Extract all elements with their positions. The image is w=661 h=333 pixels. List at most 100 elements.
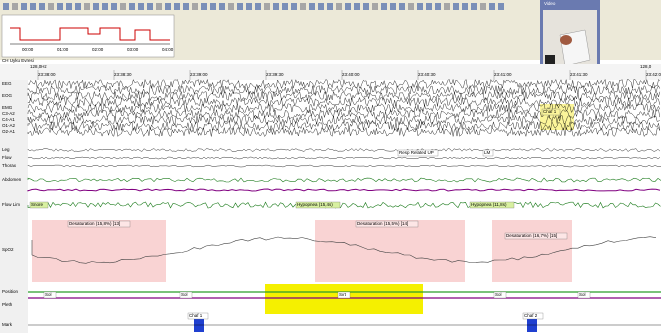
signal-trace [28,80,660,89]
time-label: 23:42:00 [646,72,661,77]
desat-region [315,220,465,282]
event-label: Sol [181,292,188,297]
channel-label: EMG [2,105,13,110]
toolbar-button [57,3,63,10]
toolbar-button [489,3,495,10]
time-label: 23:40:30 [418,72,436,77]
channel-label: Flow [2,155,12,160]
event-label: Chaf 1 [543,109,557,114]
toolbar-button [147,3,153,10]
toolbar-button [237,3,243,10]
signal-trace [28,165,661,167]
channel-label: O1-A2 [2,123,16,128]
time-label: 23:39:00 [190,72,208,77]
time-label: 23:38:00 [38,72,56,77]
screen: Video CH Uyku Evresi 128,0Hz 128,0 00:00… [0,0,661,333]
sample-rate-end: 128,0 [640,64,652,69]
toolbar-button [120,3,126,10]
toolbar-button [129,3,135,10]
overview-time: 04:00 [162,47,174,52]
signal-trace [28,189,660,191]
toolbar-button [93,3,99,10]
toolbar-button [462,3,468,10]
toolbar-button [255,3,261,10]
toolbar-button [498,3,504,10]
toolbar-button [426,3,432,10]
channel-label: Leg [2,147,10,152]
channel-label: Mark [2,322,13,327]
channel-label: SpO2 [2,247,14,252]
toolbar-button [381,3,387,10]
toolbar-button [300,3,306,10]
time-ruler [0,64,661,80]
toolbar-button [309,3,315,10]
toolbar-button [372,3,378,10]
patient-head [560,35,572,45]
signal-trace [28,202,661,208]
toolbar-button [480,3,486,10]
channel-label: EEG [2,81,12,86]
toolbar-button [165,3,171,10]
position-event [265,284,423,314]
toolbar-button [75,3,81,10]
toolbar-button [264,3,270,10]
montage-menu[interactable]: CH Uyku Evresi [2,58,34,63]
toolbar-button [408,3,414,10]
event-label: Sol [45,292,52,297]
time-label: 23:41:00 [494,72,512,77]
event-label: Desaturation (15,8%) [13] [69,221,120,226]
time-label: 23:38:30 [114,72,132,77]
toolbar-button [12,3,18,10]
toolbar-button [192,3,198,10]
event-label: Resp Related UP [399,150,434,155]
toolbar-button [111,3,117,10]
toolbar-button [183,3,189,10]
event-label: Sırt [339,292,347,297]
toolbar-button [102,3,108,10]
toolbar-button [453,3,459,10]
desat-region [32,220,166,282]
channel-label: Thorax [2,163,17,168]
video-title: Video [544,1,556,6]
event-label: Chaf 1 [189,313,203,318]
toolbar-button [444,3,450,10]
app-window: Video CH Uyku Evresi 128,0Hz 128,0 00:00… [0,0,661,333]
signal-trace [28,178,661,182]
event-label: Sol [579,292,586,297]
toolbar-button [291,3,297,10]
toolbar-button [174,3,180,10]
channel-label: Abdomen [2,177,22,182]
toolbar-button [21,3,27,10]
channel-label: O2-A1 [2,129,16,134]
event-label: Snore [31,202,44,207]
toolbar-button [246,3,252,10]
channel-label: Position [2,289,19,294]
toolbar-button [138,3,144,10]
overview-time: 00:00 [22,47,34,52]
channel-label: EOG [2,93,13,98]
channel-label: C3-A2 [2,111,15,116]
toolbar-button [84,3,90,10]
toolbar-button [201,3,207,10]
sample-rate: 128,0Hz [30,64,48,69]
time-label: 23:40:00 [342,72,360,77]
toolbar-button [354,3,360,10]
toolbar-button [156,3,162,10]
toolbar-button [48,3,54,10]
overview-time: 03:00 [127,47,139,52]
channel-label: Pleth [2,302,13,307]
event-label: Chaf 2 [524,313,538,318]
channel-label: Flow Lim [2,202,20,207]
channel-label: C4-A1 [2,117,15,122]
event-label: Hypopnea (11,8s) [471,202,507,207]
event-label: LM [484,150,491,155]
event-label: Desaturation (16,7%) [15] [506,233,557,238]
toolbar-button [39,3,45,10]
overview-time: 01:00 [57,47,69,52]
signal-trace [28,149,660,152]
time-label: 23:41:30 [570,72,588,77]
time-label: 23:39:30 [266,72,284,77]
toolbar-button [282,3,288,10]
toolbar-button [66,3,72,10]
toolbar-button [327,3,333,10]
